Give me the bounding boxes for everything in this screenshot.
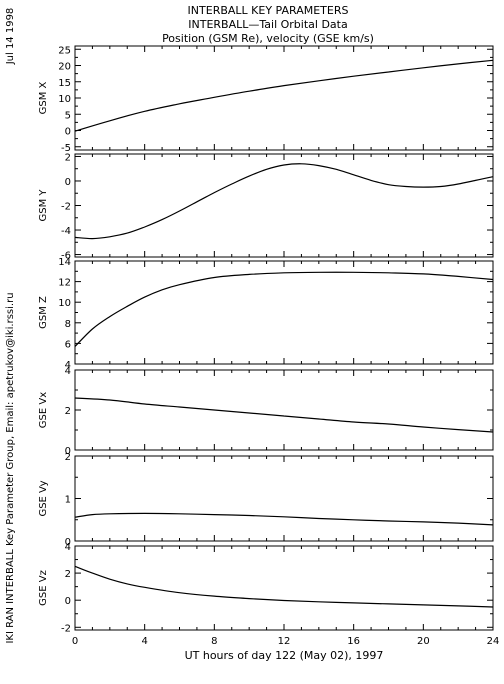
panel-5: 0 1 2 GSE Vy bbox=[38, 452, 494, 548]
date-stamp: Jul 14 1998 bbox=[5, 8, 16, 66]
y-tick-label: 2 bbox=[65, 406, 71, 417]
y-tick-label: 8 bbox=[65, 319, 71, 330]
y-tick-label: 12 bbox=[58, 278, 71, 289]
y-axis-label: GSE Vz bbox=[38, 570, 49, 606]
x-tick-label: 20 bbox=[417, 636, 430, 647]
y-axis-label: GSM Y bbox=[38, 189, 49, 222]
x-tick-label: 12 bbox=[278, 636, 291, 647]
y-tick-label: 20 bbox=[58, 62, 71, 73]
y-tick-label: 1 bbox=[65, 495, 71, 506]
chart-title: INTERBALL KEY PARAMETERS bbox=[188, 4, 349, 17]
series-line bbox=[74, 59, 494, 132]
series-line bbox=[74, 512, 494, 526]
y-tick-label: 25 bbox=[58, 45, 71, 56]
y-tick-label: 5 bbox=[65, 110, 71, 121]
y-axis-label: GSE Vy bbox=[38, 480, 49, 516]
y-tick-label: 14 bbox=[58, 257, 71, 268]
y-axis-label: GSE Vx bbox=[38, 392, 49, 428]
y-axis-label: GSM X bbox=[38, 81, 49, 114]
series-line bbox=[74, 565, 494, 608]
x-tick-label: 0 bbox=[72, 636, 78, 647]
panel-6: -2 0 2 4 GSE Vz bbox=[38, 542, 494, 634]
credit-text: IKI RAN INTERBALL Key Parameter Group, E… bbox=[5, 292, 16, 643]
y-tick-label: 0 bbox=[65, 596, 71, 607]
y-tick-label: 0 bbox=[65, 537, 71, 548]
panel-frame bbox=[74, 369, 494, 451]
y-tick-label: -4 bbox=[61, 226, 71, 237]
panel-frame bbox=[74, 455, 494, 542]
y-tick-label: 10 bbox=[58, 298, 71, 309]
y-tick-label: -2 bbox=[61, 202, 71, 213]
y-tick-label: 6 bbox=[65, 339, 71, 350]
y-tick-label: -5 bbox=[61, 143, 71, 154]
y-tick-label: 4 bbox=[65, 542, 71, 553]
panel-frame bbox=[74, 260, 494, 365]
panel-2: -6 -4 -2 0 2 GSM Y bbox=[38, 152, 494, 262]
y-tick-label: 2 bbox=[65, 152, 71, 163]
y-tick-label: 4 bbox=[65, 366, 71, 377]
panel-frame bbox=[74, 45, 494, 151]
panel-1: -5 0 5 10 15 20 25 GSM X bbox=[38, 45, 494, 154]
y-tick-label: 2 bbox=[65, 452, 71, 463]
x-axis-label: UT hours of day 122 (May 02), 1997 bbox=[185, 649, 384, 662]
y-tick-label: 10 bbox=[58, 94, 71, 105]
y-tick-label: 4 bbox=[65, 360, 71, 371]
y-tick-label: 0 bbox=[65, 127, 71, 138]
y-tick-label: -2 bbox=[61, 623, 71, 634]
panel-frame bbox=[74, 545, 494, 631]
panel-3: 4 6 8 10 12 14 GSM Z bbox=[38, 257, 494, 371]
x-tick-label: 8 bbox=[211, 636, 217, 647]
series-line bbox=[74, 397, 494, 433]
chart-subtitle-2: Position (GSM Re), velocity (GSE km/s) bbox=[162, 32, 374, 45]
panel-frame bbox=[74, 153, 494, 258]
y-tick-label: 15 bbox=[58, 78, 71, 89]
x-tick-label: 16 bbox=[347, 636, 360, 647]
series-line bbox=[74, 271, 494, 347]
y-tick-label: -6 bbox=[61, 251, 71, 262]
y-axis-label: GSM Z bbox=[38, 296, 49, 329]
y-tick-label: 0 bbox=[65, 177, 71, 188]
series-line bbox=[74, 163, 494, 240]
chart-subtitle: INTERBALL—Tail Orbital Data bbox=[188, 18, 347, 31]
y-tick-label: 2 bbox=[65, 569, 71, 580]
panel-4: 0 2 4 GSE Vx bbox=[38, 366, 494, 457]
x-tick-label: 4 bbox=[141, 636, 147, 647]
x-tick-label: 24 bbox=[487, 636, 500, 647]
y-tick-label: 0 bbox=[65, 446, 71, 457]
